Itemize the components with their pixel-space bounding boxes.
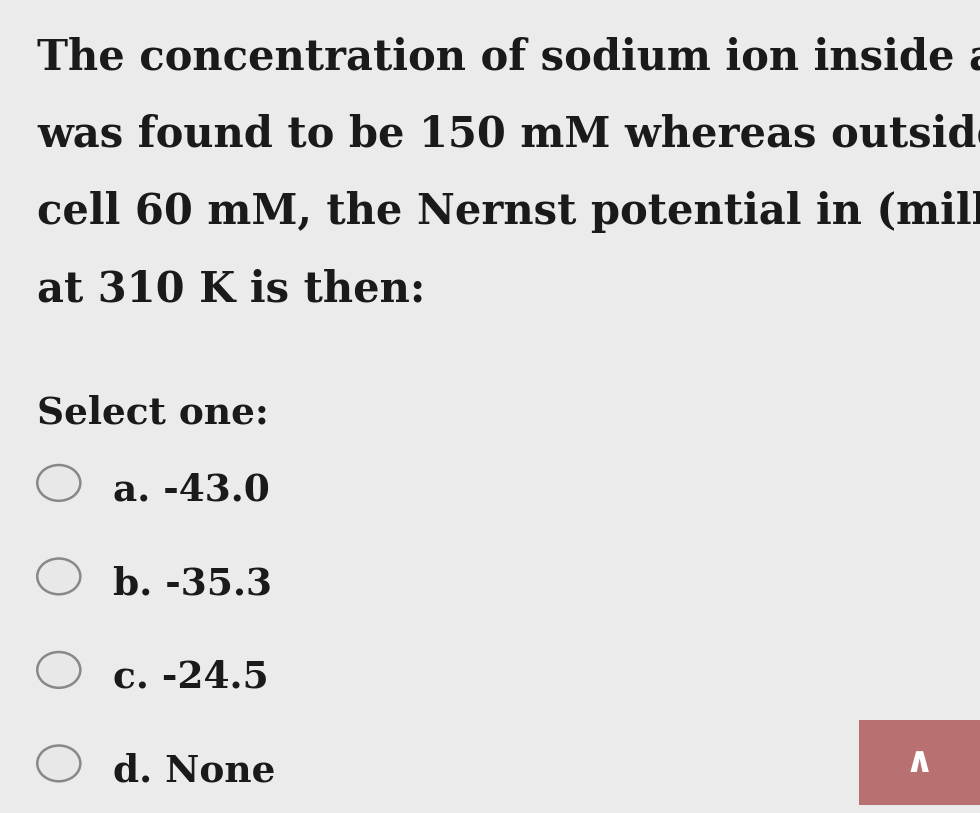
Text: at 310 K is then:: at 310 K is then: (37, 268, 425, 311)
Circle shape (37, 652, 80, 688)
Text: a. -43.0: a. -43.0 (113, 472, 270, 509)
Text: c. -24.5: c. -24.5 (113, 659, 269, 696)
Text: d. None: d. None (113, 752, 275, 789)
Text: ∧: ∧ (906, 746, 934, 779)
Text: b. -35.3: b. -35.3 (113, 565, 271, 602)
Text: The concentration of sodium ion inside a cell: The concentration of sodium ion inside a… (37, 37, 980, 79)
Text: was found to be 150 mM whereas outside the: was found to be 150 mM whereas outside t… (37, 114, 980, 156)
Text: Select one:: Select one: (37, 394, 270, 432)
Circle shape (37, 746, 80, 781)
Circle shape (37, 465, 80, 501)
Text: cell 60 mM, the Nernst potential in (millivolt): cell 60 mM, the Nernst potential in (mil… (37, 191, 980, 233)
FancyBboxPatch shape (859, 720, 980, 805)
Circle shape (37, 559, 80, 594)
